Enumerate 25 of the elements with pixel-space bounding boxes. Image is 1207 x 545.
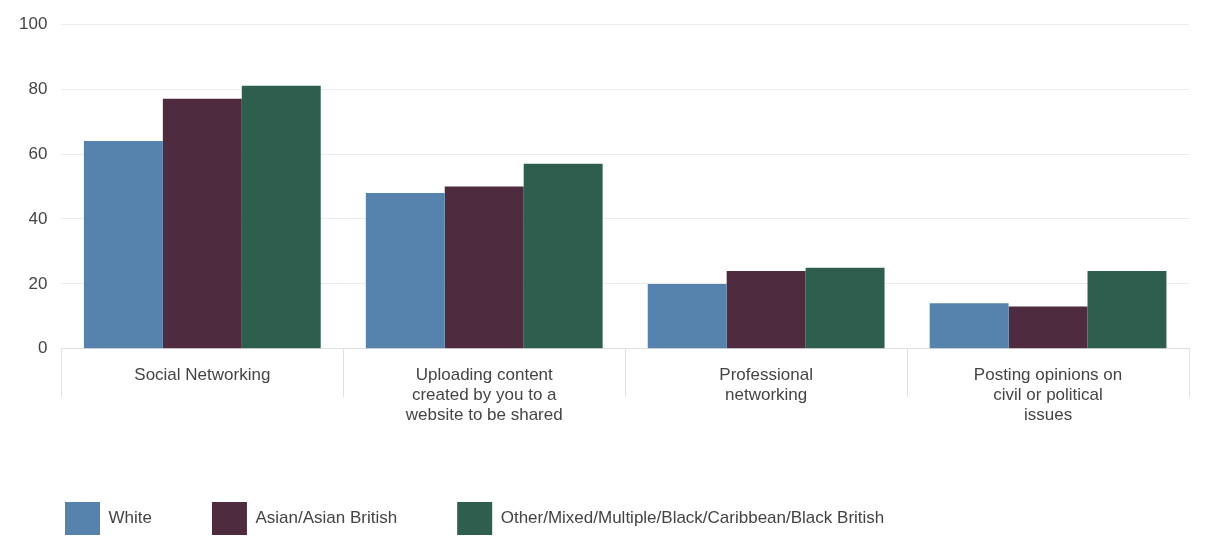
bar xyxy=(365,192,445,349)
y-tick-label: 20 xyxy=(28,273,48,293)
x-tick-label: Posting opinions on civil or political issues xyxy=(973,364,1123,425)
x-tick-label: Social Networking xyxy=(134,364,271,384)
bar xyxy=(805,267,885,349)
y-tick-label: 0 xyxy=(37,338,48,358)
y-tick-label: 60 xyxy=(28,143,48,163)
y-tick-label: 40 xyxy=(28,208,48,228)
bar xyxy=(1008,306,1088,349)
bar xyxy=(726,270,806,349)
legend-label: Other/Mixed/Multiple/Black/Caribbean/Black British xyxy=(500,508,885,528)
y-tick-label: 100 xyxy=(18,13,48,33)
y-tick-label: 80 xyxy=(28,78,48,98)
x-tick-label: Uploading content created by you to a website to be shared xyxy=(404,364,563,425)
bar xyxy=(523,163,603,349)
bar xyxy=(444,186,524,349)
legend-label: White xyxy=(108,508,152,528)
bar xyxy=(83,141,163,349)
bar xyxy=(241,85,321,349)
bar xyxy=(162,98,242,349)
bar xyxy=(647,283,727,349)
bar xyxy=(929,303,1009,349)
legend-label: Asian/Asian British xyxy=(255,508,398,528)
x-tick-label: Professional networking xyxy=(719,364,813,405)
bar xyxy=(1087,270,1167,349)
